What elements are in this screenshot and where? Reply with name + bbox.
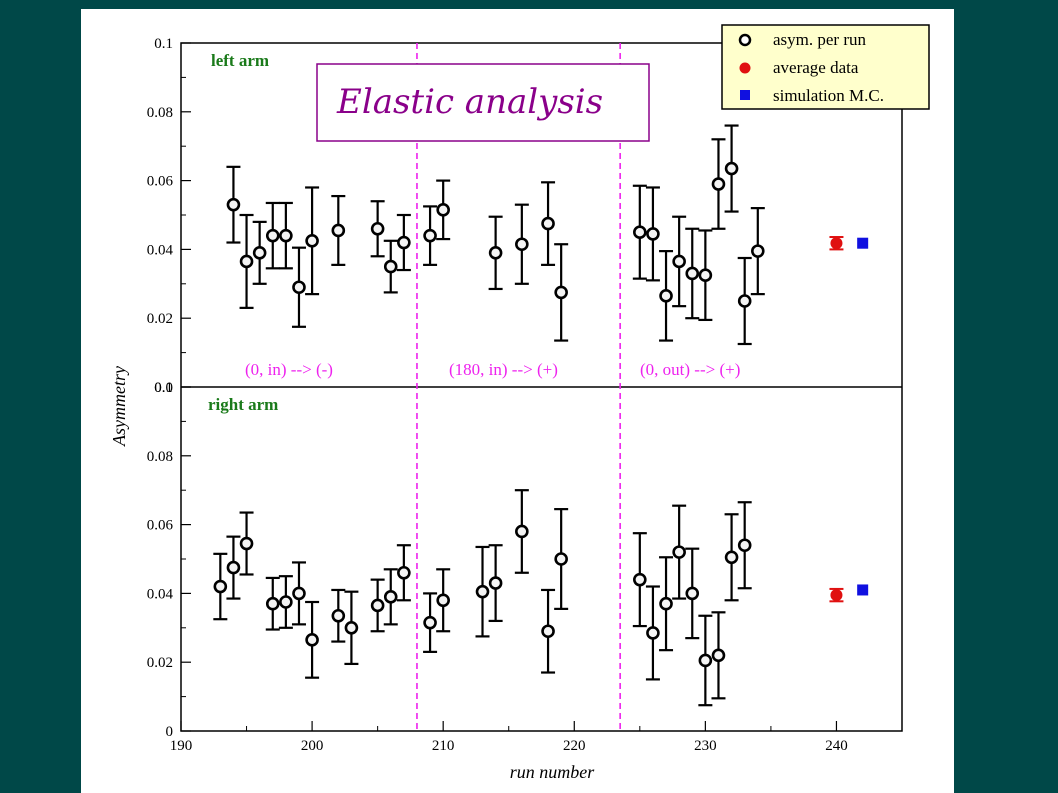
- y-tick-label-1-2: 0.04: [147, 586, 174, 602]
- y-tick-label-1-3: 0.06: [147, 518, 174, 534]
- run-point-1-9: [370, 598, 385, 613]
- run-point-0-11: [423, 228, 437, 243]
- x-tick-label-1: 200: [301, 738, 324, 754]
- run-point-1-22: [672, 545, 686, 559]
- run-point-1-24: [698, 653, 713, 668]
- run-point-1-20: [646, 626, 660, 640]
- legend-red-dot-icon: [739, 62, 751, 74]
- run-point-0-26: [750, 244, 765, 258]
- run-point-0-24: [724, 161, 739, 176]
- y-tick-label-1-0: 0: [166, 724, 174, 740]
- region-label-1: (180, in) --> (+): [449, 360, 558, 379]
- run-point-0-2: [252, 246, 267, 260]
- run-point-0-4: [279, 228, 293, 243]
- title-box: Elastic analysis: [316, 63, 650, 142]
- run-point-0-10: [397, 235, 411, 250]
- simulation-point-1: [857, 584, 869, 596]
- run-point-0-5: [292, 280, 306, 295]
- x-tick-label-3: 220: [563, 738, 586, 754]
- run-point-1-8: [344, 620, 359, 635]
- run-point-0-16: [554, 285, 568, 300]
- y-tick-label-0-5: 0.1: [154, 36, 173, 52]
- run-point-0-18: [646, 227, 660, 241]
- run-point-1-26: [724, 550, 739, 565]
- run-point-0-6: [305, 234, 319, 248]
- run-point-0-1: [239, 254, 254, 269]
- legend-blue-square-icon: [740, 90, 750, 100]
- run-point-1-14: [475, 584, 490, 599]
- region-label-0: (0, in) --> (-): [245, 360, 333, 379]
- y-tick-label-0-4: 0.08: [147, 105, 173, 121]
- legend-entry-2: simulation M.C.: [773, 86, 884, 105]
- run-point-1-13: [436, 593, 450, 608]
- run-point-0-15: [541, 216, 555, 231]
- run-point-1-4: [279, 595, 293, 609]
- run-point-1-17: [541, 624, 555, 639]
- left-arm-label: left arm: [211, 51, 269, 70]
- x-tick-label-5: 240: [825, 738, 848, 754]
- x-axis-label: run number: [510, 762, 595, 782]
- run-point-1-5: [292, 586, 306, 601]
- run-point-1-21: [659, 596, 673, 611]
- run-point-0-9: [383, 259, 398, 274]
- run-point-0-0: [226, 197, 241, 212]
- simulation-point-0: [857, 237, 869, 249]
- y-tick-label-0-3: 0.06: [147, 174, 174, 190]
- run-point-1-10: [383, 590, 398, 604]
- region-label-2: (0, out) --> (+): [640, 360, 740, 379]
- run-point-1-2: [239, 536, 254, 551]
- run-point-0-7: [331, 223, 346, 238]
- run-point-0-3: [265, 228, 280, 243]
- run-point-0-20: [672, 254, 686, 269]
- run-point-0-12: [436, 203, 450, 217]
- y-axis-label: Asymmetry: [109, 366, 129, 447]
- run-point-1-25: [711, 648, 726, 663]
- y-tick-label-1-5: 0.1: [154, 380, 173, 396]
- legend-entry-0: asym. per run: [773, 30, 867, 49]
- run-point-0-17: [633, 225, 647, 239]
- run-point-0-14: [515, 237, 529, 252]
- slide-panel: 190 200 210 220 230 240 0.0 0.02 0.04 0.06 0.08 0.1…: [81, 9, 954, 793]
- run-point-1-3: [265, 596, 280, 611]
- run-point-1-19: [633, 572, 647, 587]
- y-tick-label-0-1: 0.02: [147, 311, 173, 327]
- run-point-1-6: [305, 633, 319, 647]
- run-point-0-19: [659, 289, 673, 303]
- run-point-0-25: [737, 294, 752, 308]
- right-arm-label: right arm: [208, 395, 278, 414]
- run-point-1-11: [397, 565, 411, 580]
- asymmetry-chart: 190 200 210 220 230 240 0.0 0.02 0.04 0.06 0.08 0.1…: [109, 24, 930, 782]
- average-point-0: [830, 237, 843, 250]
- run-point-1-18: [554, 552, 568, 566]
- run-point-0-8: [370, 221, 385, 236]
- run-point-0-13: [488, 246, 503, 260]
- run-point-1-15: [488, 576, 503, 590]
- run-point-0-22: [698, 268, 713, 283]
- run-point-1-7: [331, 608, 346, 623]
- chart-title: Elastic analysis: [336, 82, 603, 122]
- y-tick-label-0-2: 0.04: [147, 242, 174, 258]
- x-tick-label-0: 190: [170, 738, 193, 754]
- run-point-1-12: [423, 615, 437, 630]
- y-tick-label-1-4: 0.08: [147, 449, 173, 465]
- x-tick-label-2: 210: [432, 738, 455, 754]
- legend-entry-1: average data: [773, 58, 859, 77]
- y-tick-label-0-0: 0.0: [154, 380, 173, 396]
- legend-open-circle-icon: [738, 33, 752, 47]
- run-point-0-23: [711, 177, 726, 191]
- run-point-1-27: [737, 538, 752, 553]
- run-point-1-0: [213, 579, 228, 594]
- run-point-1-16: [515, 524, 529, 539]
- y-tick-label-1-1: 0.02: [147, 655, 173, 671]
- average-point-1: [830, 589, 843, 602]
- run-point-1-23: [685, 586, 700, 601]
- legend: asym. per run average data simulation M.…: [721, 24, 930, 110]
- run-point-0-21: [685, 266, 700, 281]
- run-point-1-1: [226, 560, 241, 575]
- x-tick-label-4: 230: [694, 738, 717, 754]
